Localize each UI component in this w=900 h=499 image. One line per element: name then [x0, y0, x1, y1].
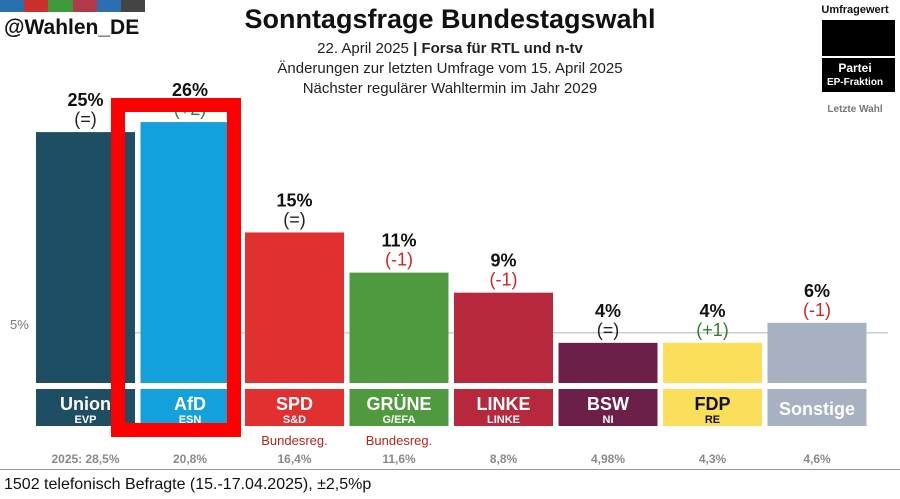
- change-label: (-1): [385, 250, 413, 270]
- value-label: 15%: [276, 190, 312, 210]
- account-handle: @Wahlen_DE: [4, 16, 140, 39]
- next-election-note: Nächster regulärer Wahltermin im Jahr 20…: [302, 80, 598, 97]
- last-election-value: 4,6%: [803, 452, 831, 466]
- party-block-6: [663, 389, 762, 426]
- poll-separator: |: [413, 40, 418, 57]
- bar-5: [558, 342, 658, 383]
- party-block-2: [245, 389, 344, 426]
- faction-name: EVP: [74, 414, 96, 426]
- faction-name: G/EFA: [382, 414, 415, 426]
- last-election-value: 8,8%: [490, 452, 518, 466]
- faction-name: LINKE: [487, 414, 520, 426]
- legend-last-election-label: Letzte Wahl: [827, 104, 883, 115]
- party-name: FDP: [695, 394, 731, 414]
- bar-7: [767, 322, 867, 383]
- legend-party-swatch: [822, 58, 895, 92]
- value-label: 9%: [490, 251, 516, 271]
- faction-name: RE: [705, 414, 720, 426]
- legend-value-label: Umfragewert: [821, 4, 889, 16]
- party-name: BSW: [587, 394, 629, 414]
- brand-color-bars: [0, 0, 146, 12]
- party-name: LINKE: [477, 394, 531, 414]
- change-label: (+1): [696, 320, 729, 340]
- government-label: Bundesreg.: [261, 433, 328, 448]
- footer-note: 1502 telefonisch Befragte (15.-17.04.202…: [4, 476, 372, 493]
- footer-divider: [0, 469, 900, 470]
- threshold-label: 5%: [10, 317, 29, 332]
- last-election-value: 20,8%: [173, 452, 207, 466]
- party-name: SPD: [276, 394, 313, 414]
- legend-value-swatch: [822, 20, 895, 56]
- last-election-value: 4,98%: [591, 452, 625, 466]
- party-block-7: [767, 389, 867, 426]
- value-label: 4%: [699, 301, 725, 321]
- changes-note: Änderungen zur letzten Umfrage vom 15. A…: [277, 60, 623, 77]
- party-block-4: [454, 389, 553, 426]
- bar-2: [245, 232, 344, 383]
- bar-6: [663, 342, 762, 383]
- value-label: 6%: [804, 281, 830, 301]
- last-election-value: 2025: 28,5%: [51, 452, 119, 466]
- bar-3: [349, 272, 449, 383]
- faction-name: S&D: [283, 414, 306, 426]
- change-label: (=): [283, 209, 306, 229]
- chart-title: Sonntagsfrage Bundestagswahl: [244, 4, 656, 34]
- bar-4: [454, 292, 553, 383]
- brand-color-bar: [96, 0, 121, 12]
- value-label: 26%: [172, 80, 208, 100]
- legend-party-label: Partei: [838, 61, 872, 75]
- party-block-3: [349, 389, 449, 426]
- faction-name: NI: [603, 414, 614, 426]
- change-label: (=): [74, 109, 97, 129]
- value-label: 11%: [381, 231, 416, 251]
- party-name: AfD: [174, 394, 206, 414]
- party-block-5: [558, 389, 658, 426]
- value-label: 4%: [595, 301, 621, 321]
- party-name: GRÜNE: [366, 394, 431, 414]
- pollster-name: Forsa für RTL und n-tv: [421, 40, 583, 57]
- last-election-value: 16,4%: [277, 452, 311, 466]
- change-label: (=): [597, 320, 620, 340]
- party-name: Union: [60, 394, 111, 414]
- bar-1: [140, 122, 240, 384]
- brand-color-bar: [72, 0, 97, 12]
- change-label: (-1): [490, 270, 518, 290]
- brand-color-bar: [120, 0, 146, 12]
- brand-color-bar: [0, 0, 25, 12]
- highlight-frame: [111, 98, 241, 437]
- change-label: (-1): [803, 300, 831, 320]
- poll-date: 22. April 2025: [317, 40, 409, 57]
- brand-color-bar: [48, 0, 73, 12]
- last-election-value: 4,3%: [699, 452, 727, 466]
- poll-info: 22. April 2025 | Forsa für RTL und n-tv: [0, 40, 900, 57]
- legend-faction-label: EP-Fraktion: [826, 77, 884, 88]
- value-label: 25%: [67, 90, 103, 110]
- last-election-value: 11,6%: [382, 452, 416, 466]
- government-label: Bundesreg.: [366, 433, 433, 448]
- brand-color-bar: [24, 0, 49, 12]
- party-block-1: [140, 389, 240, 426]
- party-name: Sonstige: [779, 399, 855, 419]
